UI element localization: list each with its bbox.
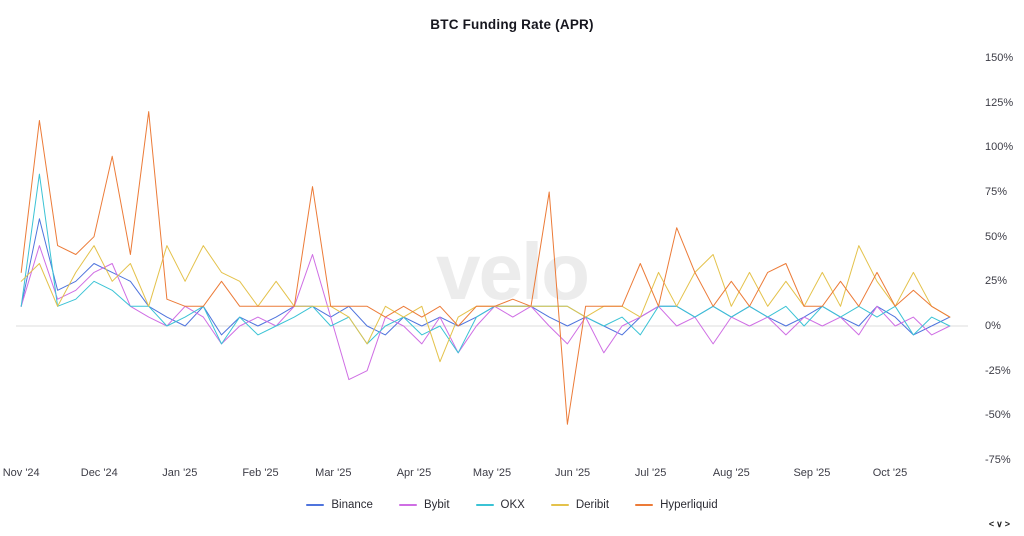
x-axis-tick-label: Jul '25 xyxy=(634,467,667,479)
x-axis-tick-label: Jun '25 xyxy=(555,467,591,479)
x-axis-tick-label: Feb '25 xyxy=(242,467,279,479)
y-axis-tick-label: 50% xyxy=(985,230,1008,243)
x-axis-tick-label: Aug '25 xyxy=(712,467,750,479)
series-line-deribit xyxy=(20,245,951,363)
y-axis-tick-label: -50% xyxy=(985,409,1011,422)
y-axis-tick-label: 25% xyxy=(985,275,1008,288)
chart-nav-control[interactable]: <∨> xyxy=(988,519,1012,529)
x-axis-tick-label: Nov '24 xyxy=(2,467,40,479)
legend-swatch-okx xyxy=(475,504,494,506)
x-axis-tick-label: Sep '25 xyxy=(793,467,831,479)
x-axis-tick-label: Oct '25 xyxy=(872,467,908,479)
legend-label: Deribit xyxy=(575,499,610,511)
series-line-hyperliquid xyxy=(20,111,951,425)
series-line-okx xyxy=(20,173,951,354)
legend-item-okx[interactable]: OKX xyxy=(475,499,525,511)
legend-item-deribit[interactable]: Deribit xyxy=(550,499,610,511)
legend-swatch-bybit xyxy=(398,504,417,506)
legend: Binance Bybit OKX Deribit Hyperliquid xyxy=(0,499,1024,511)
legend-swatch-hyperliquid xyxy=(635,504,654,506)
legend-label: Bybit xyxy=(423,499,450,511)
legend-item-bybit[interactable]: Bybit xyxy=(398,499,450,511)
x-axis-tick-label: Jan '25 xyxy=(162,467,198,479)
y-axis-tick-label: 125% xyxy=(985,96,1014,109)
legend-item-binance[interactable]: Binance xyxy=(306,499,373,511)
x-axis-tick-label: Dec '24 xyxy=(80,467,118,479)
chart-title: BTC Funding Rate (APR) xyxy=(430,17,594,32)
legend-label: Hyperliquid xyxy=(660,499,718,511)
legend-label: OKX xyxy=(500,499,525,511)
y-axis-tick-label: 75% xyxy=(985,186,1008,198)
plot-area xyxy=(16,111,968,425)
legend-item-hyperliquid[interactable]: Hyperliquid xyxy=(635,499,718,511)
y-axis-tick-label: 0% xyxy=(985,320,1001,332)
legend-swatch-binance xyxy=(306,504,325,506)
legend-swatch-deribit xyxy=(550,504,569,506)
x-axis-tick-label: Apr '25 xyxy=(396,467,432,479)
y-axis-tick-label: -75% xyxy=(985,454,1011,466)
legend-label: Binance xyxy=(331,499,373,511)
x-axis-tick-label: May '25 xyxy=(472,467,512,479)
y-axis-tick-label: -25% xyxy=(985,364,1011,377)
series-line-bybit xyxy=(20,245,951,381)
x-axis-tick-label: Mar '25 xyxy=(315,467,352,479)
y-axis-tick-label: 150% xyxy=(985,52,1014,64)
y-axis-tick-label: 100% xyxy=(985,141,1014,154)
